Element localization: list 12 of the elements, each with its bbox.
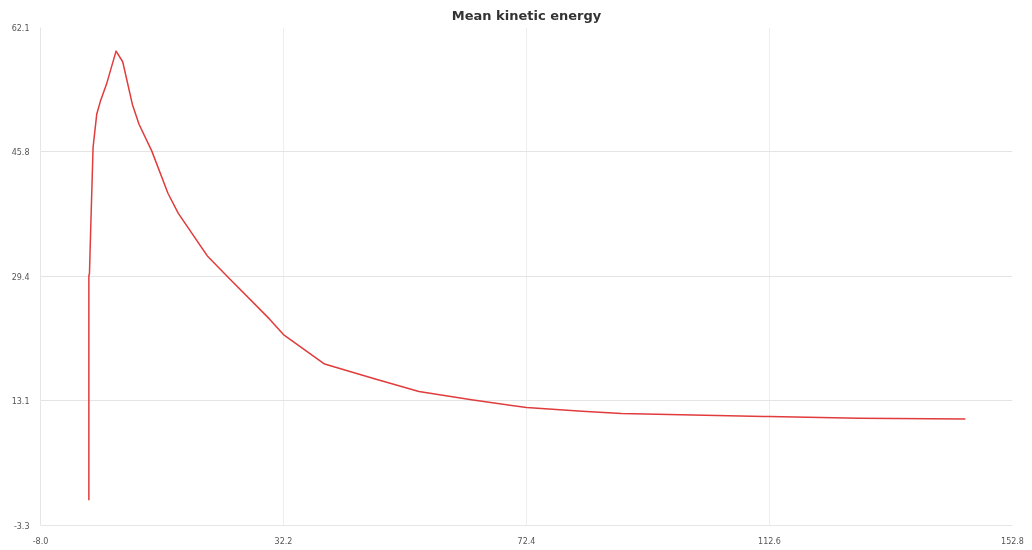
x-tick-label: 152.8 — [1001, 536, 1024, 546]
y-tick-label: -3.3 — [13, 522, 30, 531]
x-tick-label: -8.0 — [32, 536, 49, 546]
x-tick-label: 112.6 — [758, 536, 781, 546]
chart-title: Mean kinetic energy — [451, 7, 602, 23]
y-tick-label: 29.4 — [11, 273, 30, 282]
x-tick-label: 32.2 — [274, 536, 293, 546]
x-tick-label: 72.4 — [517, 536, 536, 546]
y-tick-label: 13.1 — [11, 397, 30, 407]
y-tick-label: 45.8 — [11, 148, 30, 158]
line-series — [88, 50, 967, 502]
y-tick-label: 62.1 — [11, 24, 30, 33]
